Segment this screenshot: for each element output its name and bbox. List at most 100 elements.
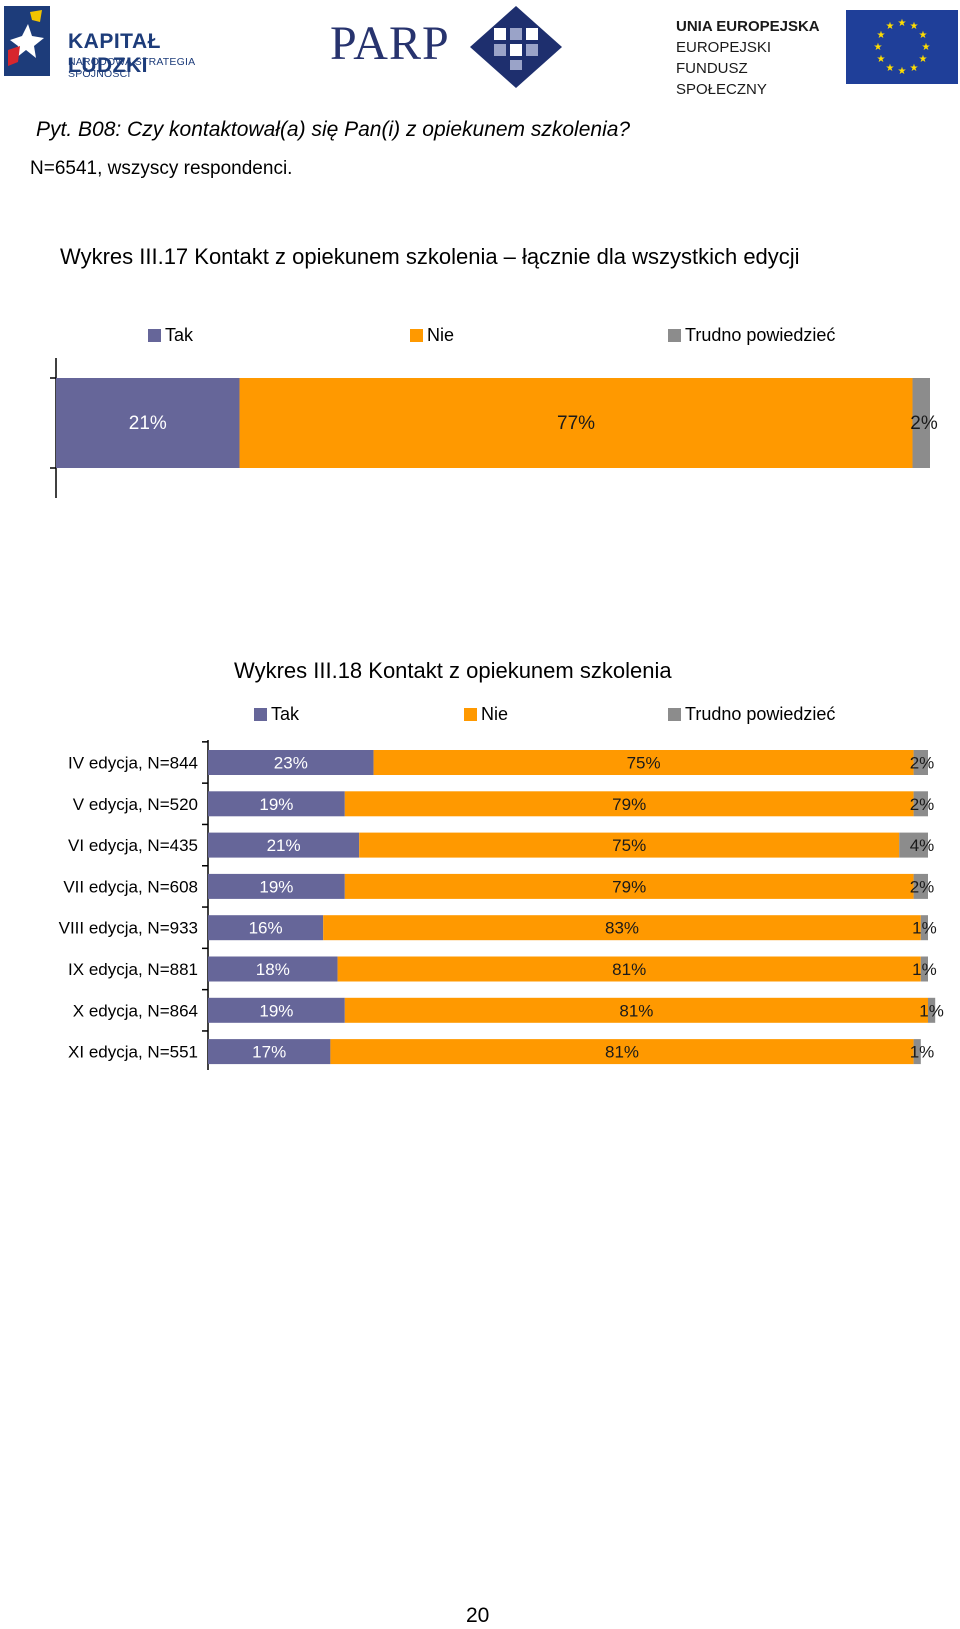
parp-logo: PARP [330,6,570,88]
svg-text:★: ★ [886,21,895,32]
bar-tak [208,832,360,858]
data-label: 77% [557,413,595,434]
bar-nie [337,956,921,982]
data-label: 1% [910,1043,935,1062]
kapital-ludzki-subtitle: NARODOWA STRATEGIA SPÓJNOŚCI [68,56,195,80]
chart2-legend-nie: Nie [464,704,508,725]
bar-nie [239,378,913,468]
category-label: VI edycja, N=435 [68,836,198,855]
parp-title: PARP [330,17,450,70]
chart1-title: Wykres III.17 Kontakt z opiekunem szkole… [60,244,800,269]
bar-nie [373,750,914,775]
bar-tak [208,956,338,982]
bar-trudno-powiedzieć [928,997,936,1023]
svg-text:★: ★ [886,63,895,74]
bar-tak [208,997,345,1023]
data-label: 19% [259,795,293,814]
legend-swatch-tak [148,329,161,342]
legend-label: Trudno powiedzieć [685,704,836,724]
svg-text:★: ★ [922,42,931,53]
data-label: 2% [910,795,935,814]
bar-tak [208,791,345,817]
data-label: 19% [259,877,293,896]
svg-text:★: ★ [919,30,928,41]
data-label: 81% [612,960,646,979]
category-label: IX edycja, N=881 [68,960,198,979]
eu-flag-icon: ★ ★ ★ ★ ★ ★ ★ ★ ★ ★ ★ ★ [846,10,958,84]
svg-text:★: ★ [877,54,886,65]
legend-label: Nie [481,704,509,724]
svg-text:★: ★ [910,21,919,32]
legend-label: Nie [427,325,455,345]
category-label: VIII edycja, N=933 [59,919,198,938]
chart2-legend-tak: Tak [254,704,299,725]
data-label: 1% [912,960,937,979]
category-label: X edycja, N=864 [73,1001,198,1020]
chart2-title: Wykres III.18 Kontakt z opiekunem szkole… [234,658,672,683]
bar-nie [330,1039,914,1065]
legend-label: Trudno powiedzieć [685,325,836,345]
eu-logo: UNIA EUROPEJSKA EUROPEJSKI FUNDUSZ SPOŁE… [676,10,958,98]
data-label: 21% [267,836,301,855]
data-label: 75% [612,836,646,855]
data-label: 4% [910,836,935,855]
legend-label: Tak [165,325,194,345]
bar-tak [208,750,374,775]
data-label: 21% [129,413,167,434]
bar-nie [359,832,900,858]
eu-line-3: FUNDUSZ SPOŁECZNY [676,60,767,98]
bar-trudno-powiedzieć [920,915,928,941]
bar-tak [56,378,240,468]
kapital-ludzki-emblem-icon [4,6,50,76]
data-label: 19% [259,1001,293,1020]
legend-swatch-tak [254,708,267,721]
kapital-ludzki-title: KAPITAŁ LUDZKI [68,30,161,77]
bar-trudno-powiedzieć [913,873,928,899]
data-label: 83% [605,919,639,938]
bar-tak [208,873,345,899]
page-number: 20 [466,1604,490,1627]
legend-swatch-nie [464,708,477,721]
chart1-legend-tak: Tak [148,325,193,346]
bar-trudno-powiedzieć [913,750,928,775]
eu-line-1: UNIA EUROPEJSKA [676,18,820,35]
chart1-legend-trudno: Trudno powiedzieć [668,325,835,346]
data-label: 2% [910,877,935,896]
data-label: 2% [910,413,938,434]
bar-tak [208,915,324,941]
data-label: 23% [274,754,308,773]
svg-text:★: ★ [874,42,883,53]
legend-swatch-trudno [668,708,681,721]
bar-trudno-powiedzieć [912,378,930,468]
data-label: 1% [912,919,937,938]
data-label: 18% [256,960,290,979]
bar-nie [323,915,921,941]
chart2-legend-trudno: Trudno powiedzieć [668,704,835,725]
data-label: 75% [627,754,661,773]
bar-nie [344,791,914,817]
svg-text:★: ★ [910,63,919,74]
category-label: XI edycja, N=551 [68,1043,198,1062]
question-text: Pyt. B08: Czy kontaktował(a) się Pan(i) … [36,118,631,141]
bar-nie [344,997,928,1023]
category-label: VII edycja, N=608 [63,877,198,896]
category-label: V edycja, N=520 [73,795,198,814]
kapital-ludzki-logo: KAPITAŁ LUDZKI NARODOWA STRATEGIA SPÓJNO… [4,6,244,80]
bar-trudno-powiedzieć [913,791,928,817]
data-label: 17% [252,1043,286,1062]
chart1-legend-nie: Nie [410,325,454,346]
svg-text:★: ★ [919,54,928,65]
eu-line-2: EUROPEJSKI [676,39,772,56]
svg-text:★: ★ [898,18,907,29]
legend-swatch-trudno [668,329,681,342]
data-label: 79% [612,877,646,896]
chart1-plot: 21% 77% 2% [50,358,938,498]
data-label: 16% [249,919,283,938]
respondents-info: N=6541, wszyscy respondenci. [30,158,293,179]
chart2-plot: 23% 75% 2% IV edycja, N=844 19% 79% 2% V edycja… [59,740,944,1070]
data-label: 2% [910,754,935,773]
svg-text:★: ★ [898,66,907,77]
data-label: 1% [919,1001,944,1020]
data-label: 81% [605,1043,639,1062]
bar-trudno-powiedzieć [920,956,928,982]
